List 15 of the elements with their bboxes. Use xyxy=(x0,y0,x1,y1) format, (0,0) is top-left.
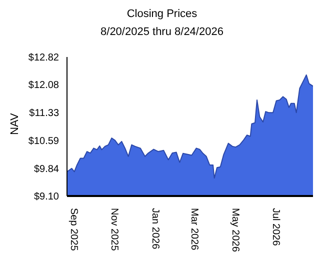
y-tick-label: $10.59 xyxy=(28,136,60,147)
x-tick-label: Sep 2025 xyxy=(68,208,79,252)
y-tick-label: $11.33 xyxy=(29,108,60,120)
y-axis-title: NAV xyxy=(8,113,21,135)
y-tick-label: $9.84 xyxy=(34,164,60,175)
y-tick-label: $12.82 xyxy=(28,52,60,64)
chart-title: Closing Prices xyxy=(126,8,198,20)
x-tick-label: May 2026 xyxy=(229,208,240,252)
x-tick-label: Mar 2026 xyxy=(188,208,200,251)
y-tick-label: $12.08 xyxy=(28,80,60,92)
y-tick-label: $9.10 xyxy=(34,192,60,203)
x-tick-label: Jan 2026 xyxy=(149,208,160,250)
chart-subtitle: 8/20/2025 thru 8/24/2026 xyxy=(100,26,224,38)
x-tick-label: Jul 2026 xyxy=(270,208,281,246)
x-tick-label: Nov 2025 xyxy=(108,208,120,252)
